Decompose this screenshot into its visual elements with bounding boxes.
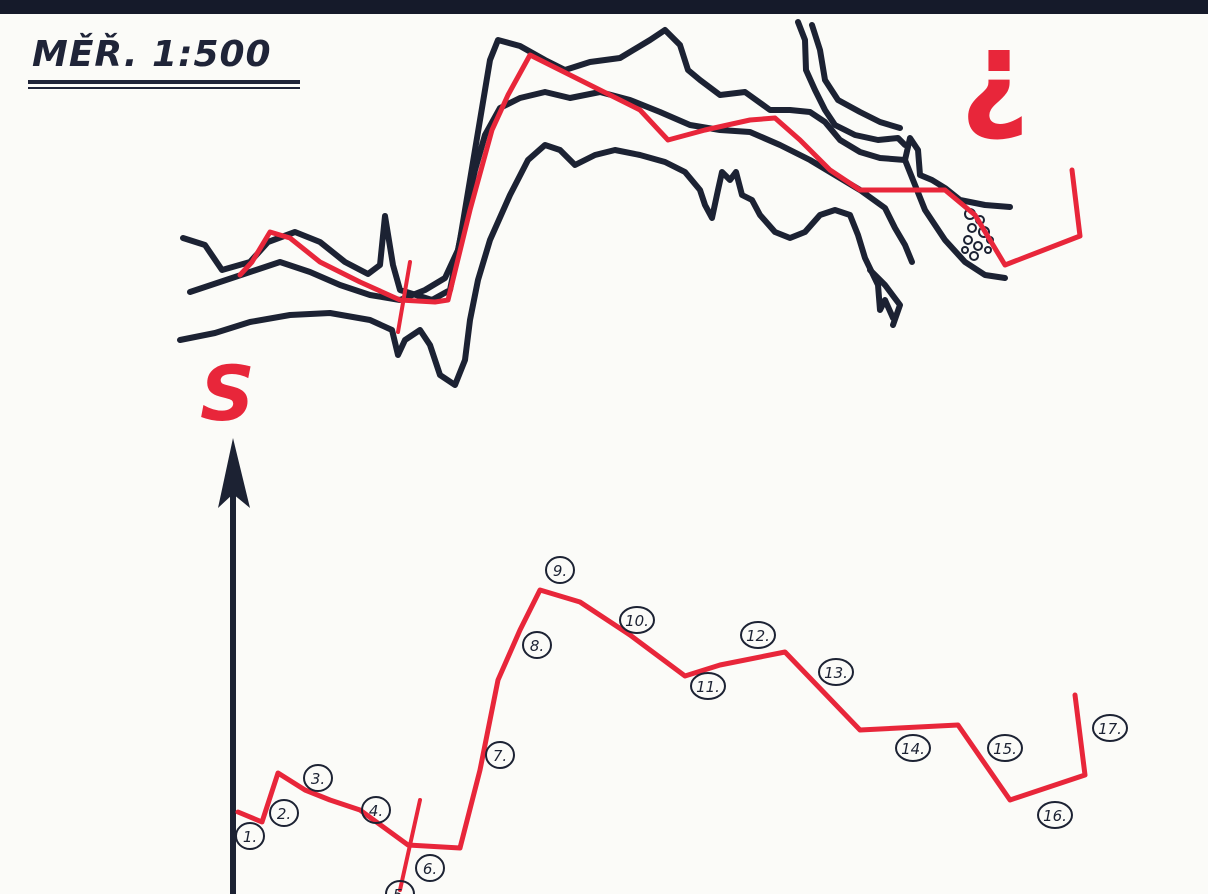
station-label: 13. xyxy=(824,664,848,682)
cave-wall-branch-inner xyxy=(809,22,903,131)
station-label: 3. xyxy=(311,770,325,788)
station-label: 6. xyxy=(423,860,437,878)
station-label: 7. xyxy=(493,747,507,765)
survey-cross-plan xyxy=(396,260,412,334)
station-circle xyxy=(235,822,265,850)
station-markers: 1. 2. 3. 4. 5. 6. 7. 8. 9. 10. 11. 12. 13. 14. 15. 16. 1… xyxy=(235,556,1128,894)
north-label: S xyxy=(200,349,255,438)
station-label: 1. xyxy=(243,828,257,846)
station-circle xyxy=(545,556,575,584)
cave-wall-branch xyxy=(795,19,908,148)
question-mark: ? xyxy=(960,21,1030,160)
station-6: 6. xyxy=(415,854,445,882)
station-label: 11. xyxy=(696,678,720,696)
station-circle xyxy=(1037,801,1073,829)
station-9: 9. xyxy=(545,556,575,584)
station-label: 12. xyxy=(746,627,770,645)
station-circle xyxy=(522,631,552,659)
cave-walls xyxy=(177,19,1013,388)
cave-wall-middle xyxy=(187,89,915,303)
survey-line-profile xyxy=(235,587,1088,851)
station-1: 1. xyxy=(235,822,265,850)
station-16: 16. xyxy=(1037,801,1073,829)
station-15: 15. xyxy=(987,734,1023,762)
scale-label: MĚŘ. 1:500 xyxy=(32,34,272,75)
station-label: 16. xyxy=(1043,807,1067,825)
station-circle xyxy=(303,764,333,792)
station-3: 3. xyxy=(303,764,333,792)
station-12: 12. xyxy=(740,621,776,649)
station-label: 9. xyxy=(553,562,567,580)
station-4: 4. xyxy=(361,796,391,824)
station-10: 10. xyxy=(619,606,655,634)
cave-wall-terminal xyxy=(902,157,1008,281)
station-14: 14. xyxy=(895,734,931,762)
cave-wall-lower xyxy=(177,142,896,388)
north-arrow xyxy=(218,438,250,894)
scale-underline-second xyxy=(28,87,300,89)
station-7: 7. xyxy=(485,741,515,769)
station-label: 8. xyxy=(530,637,544,655)
cave-wall-spur xyxy=(867,267,903,328)
station-circle xyxy=(619,606,655,634)
station-label: 14. xyxy=(901,740,925,758)
scale-underline xyxy=(28,80,300,84)
survey-line-plan xyxy=(237,52,1083,305)
station-label: 2. xyxy=(277,805,291,823)
station-17: 17. xyxy=(1092,714,1128,742)
station-5: 5. xyxy=(385,880,415,894)
station-13: 13. xyxy=(818,658,854,686)
station-label: 10. xyxy=(625,612,649,630)
station-circle xyxy=(361,796,391,824)
station-circle xyxy=(895,734,931,762)
station-circle xyxy=(690,672,726,700)
station-11: 11. xyxy=(690,672,726,700)
station-label: 15. xyxy=(993,740,1017,758)
cave-wall-upper xyxy=(180,27,1013,303)
station-8: 8. xyxy=(522,631,552,659)
station-label: 5. xyxy=(393,886,407,894)
station-circle xyxy=(740,621,776,649)
survey-cross-profile xyxy=(398,798,422,892)
station-circle xyxy=(385,880,415,894)
station-circle xyxy=(1092,714,1128,742)
arrow-head-icon xyxy=(218,438,250,508)
station-circle xyxy=(987,734,1023,762)
station-circle xyxy=(415,854,445,882)
station-label: 17. xyxy=(1098,720,1122,738)
station-circle xyxy=(269,799,299,827)
station-circle xyxy=(818,658,854,686)
top-border xyxy=(0,0,1208,14)
station-circle xyxy=(485,741,515,769)
station-label: 4. xyxy=(369,802,383,820)
station-2: 2. xyxy=(269,799,299,827)
